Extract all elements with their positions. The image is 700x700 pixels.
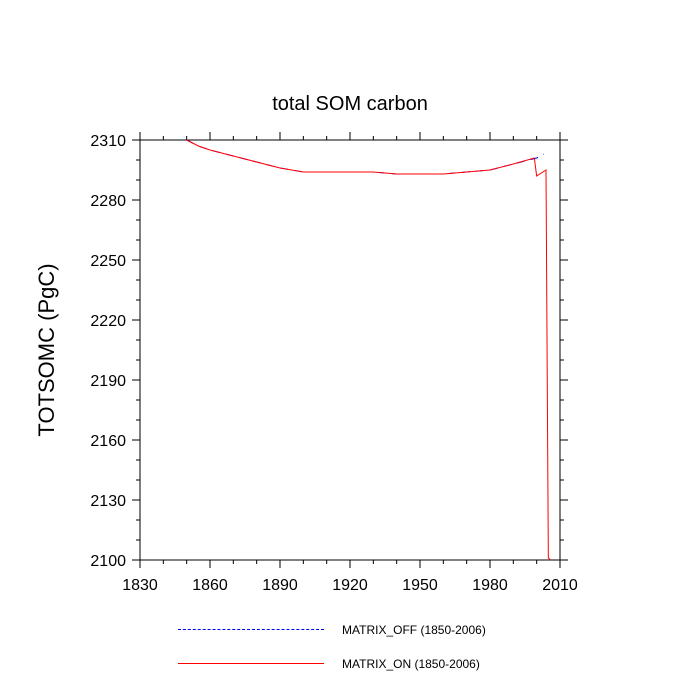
legend-label-matrix-on: MATRIX_ON (1850-2006) <box>342 657 480 671</box>
x-tick-label: 1830 <box>122 577 158 594</box>
y-tick-label: 2190 <box>90 373 126 390</box>
legend-item-matrix-off: MATRIX_OFF (1850-2006) <box>178 620 486 640</box>
y-tick-label: 2160 <box>90 433 126 450</box>
series-group <box>186 139 551 561</box>
legend-swatch-matrix-on <box>178 663 324 665</box>
y-tick-label: 2130 <box>90 493 126 510</box>
chart-title: total SOM carbon <box>272 93 428 115</box>
x-tick-label: 1860 <box>192 577 228 594</box>
legend-label-matrix-off: MATRIX_OFF (1850-2006) <box>342 623 486 637</box>
y-tick-label: 2220 <box>90 313 126 330</box>
x-tick-label: 1890 <box>262 577 298 594</box>
plot-frame <box>139 139 561 561</box>
y-tick-label: 2310 <box>90 133 126 150</box>
x-tick-label: 1950 <box>402 577 438 594</box>
y-tick-label: 2280 <box>90 193 126 210</box>
y-axis-label: TOTSOMC (PgC) <box>34 263 59 436</box>
x-tick-label: 2010 <box>542 577 578 594</box>
legend-swatch-matrix-off <box>178 629 324 631</box>
y-tick-label: 2100 <box>90 553 126 570</box>
x-tick-label: 1920 <box>332 577 368 594</box>
y-tick-label: 2250 <box>90 253 126 270</box>
legend-item-matrix-on: MATRIX_ON (1850-2006) <box>178 654 480 674</box>
series-line-matrix-on <box>186 139 551 561</box>
axes-group: 1830 1860 1890 1920 1950 1980 2010 2100 2130 2160… <box>90 132 578 594</box>
series-line-matrix-off <box>186 139 544 175</box>
x-tick-label: 1980 <box>472 577 508 594</box>
